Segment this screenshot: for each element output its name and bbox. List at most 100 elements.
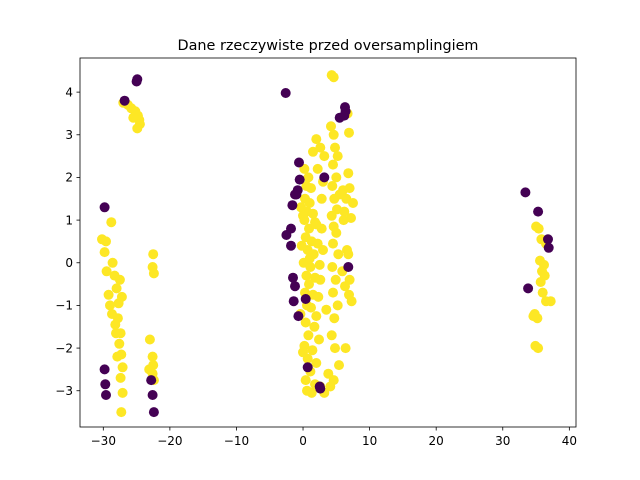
data-point <box>314 259 325 270</box>
data-point <box>319 172 330 183</box>
data-point <box>99 247 110 258</box>
data-point <box>537 287 548 298</box>
data-point <box>343 168 354 179</box>
data-point <box>328 287 338 298</box>
data-point <box>115 372 126 383</box>
data-point <box>114 274 125 285</box>
data-point <box>338 185 348 196</box>
data-point <box>115 328 126 339</box>
data-point <box>330 343 340 354</box>
data-point <box>327 262 338 272</box>
x-tick-label: 0 <box>299 434 307 448</box>
data-point <box>535 277 546 287</box>
y-tick-label: 1 <box>65 213 73 227</box>
data-points <box>97 70 556 418</box>
data-point <box>340 281 350 292</box>
data-point <box>313 291 324 302</box>
data-point <box>99 202 110 213</box>
data-point <box>543 242 554 253</box>
y-axis: −3 −2 −1 0 1 2 3 4 <box>55 85 80 398</box>
data-point <box>294 174 305 185</box>
data-point <box>291 189 302 200</box>
data-point <box>304 253 315 264</box>
data-point <box>100 379 111 390</box>
data-point <box>107 309 117 319</box>
data-point <box>328 72 339 83</box>
data-point <box>328 238 338 249</box>
data-point <box>114 338 125 349</box>
data-point <box>311 358 322 368</box>
data-point <box>333 249 344 260</box>
x-tick-label: 30 <box>495 434 510 448</box>
data-point <box>328 129 339 140</box>
data-point <box>106 217 117 228</box>
data-point <box>117 387 128 398</box>
data-point <box>117 362 128 373</box>
data-point <box>303 172 314 183</box>
data-point <box>315 274 326 285</box>
data-point <box>314 334 324 345</box>
data-point <box>338 215 349 226</box>
data-point <box>132 74 143 85</box>
data-point <box>331 172 342 183</box>
data-point <box>528 311 539 322</box>
data-point <box>147 390 158 400</box>
data-point <box>110 319 121 330</box>
data-point <box>306 183 316 194</box>
x-tick-label: −30 <box>91 434 116 448</box>
x-tick-label: 20 <box>429 434 444 448</box>
data-point <box>298 347 308 358</box>
data-point <box>293 311 304 322</box>
data-point <box>101 390 111 400</box>
data-point <box>523 283 534 294</box>
data-point <box>148 268 159 279</box>
data-point <box>543 234 553 245</box>
data-point <box>148 249 159 260</box>
data-point <box>545 296 556 307</box>
data-point <box>343 249 354 260</box>
data-point <box>107 257 118 268</box>
data-point <box>533 223 544 234</box>
data-point <box>101 266 112 277</box>
data-point <box>306 302 316 313</box>
y-tick-label: −2 <box>55 341 73 355</box>
data-point <box>318 245 328 255</box>
data-point <box>308 146 318 157</box>
data-point <box>304 223 314 234</box>
data-point <box>520 187 531 198</box>
plot-frame <box>79 57 577 428</box>
data-point <box>116 291 127 302</box>
data-point <box>132 123 143 134</box>
data-point <box>323 368 334 379</box>
data-point <box>326 210 337 221</box>
data-point <box>319 151 330 162</box>
data-point <box>339 206 350 217</box>
data-point <box>316 193 327 204</box>
data-point <box>304 279 314 290</box>
data-point <box>287 200 298 211</box>
data-point <box>288 296 299 307</box>
data-point <box>328 159 338 170</box>
y-tick-label: 0 <box>65 256 73 270</box>
data-point <box>116 407 127 418</box>
data-point <box>533 343 544 354</box>
y-tick-label: 4 <box>65 85 73 99</box>
x-tick-label: −20 <box>157 434 182 448</box>
data-point <box>144 364 155 375</box>
chart-title: Dane rzeczywiste przed oversamplingiem <box>178 38 479 54</box>
data-point <box>329 193 340 204</box>
x-tick-label: −10 <box>224 434 249 448</box>
data-point <box>334 112 345 123</box>
data-point <box>300 317 311 328</box>
data-point <box>298 210 308 221</box>
data-point <box>331 227 342 238</box>
data-point <box>286 240 296 251</box>
data-point <box>148 407 159 418</box>
data-point <box>307 345 318 356</box>
data-point <box>332 151 343 162</box>
data-point <box>304 198 315 208</box>
data-point <box>302 362 313 373</box>
data-point <box>344 127 354 138</box>
data-point <box>343 262 354 272</box>
